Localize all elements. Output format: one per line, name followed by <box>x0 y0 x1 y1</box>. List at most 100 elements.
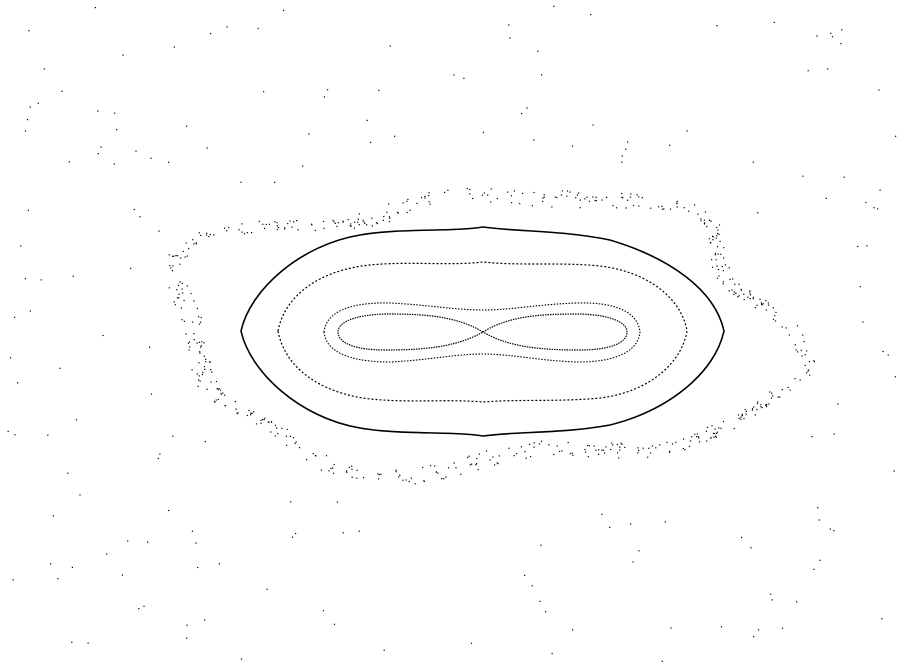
halo-dot <box>251 232 253 234</box>
halo-dot <box>803 341 805 343</box>
halo-dot <box>770 397 772 399</box>
halo-dot <box>169 265 171 267</box>
halo-dot <box>276 228 278 231</box>
halo-dot <box>649 452 652 454</box>
halo-dot <box>216 388 218 390</box>
field-dot <box>79 494 81 496</box>
halo-dot <box>572 454 574 456</box>
halo-dot <box>195 242 197 244</box>
halo-dot <box>637 447 639 449</box>
halo-dot <box>622 197 624 199</box>
halo-dot <box>201 373 203 376</box>
halo-dot <box>180 257 182 259</box>
halo-dot <box>706 426 709 428</box>
halo-dot <box>476 457 478 459</box>
halo-dot <box>235 408 237 410</box>
field-dot <box>366 119 368 121</box>
halo-dot <box>323 227 325 229</box>
halo-dot <box>754 414 756 416</box>
field-dot <box>59 367 61 369</box>
halo-dot <box>210 369 212 371</box>
field-dot <box>191 530 193 532</box>
field-dot <box>818 519 820 521</box>
halo-dot <box>789 389 791 391</box>
halo-dot <box>293 221 295 223</box>
halo-dot <box>542 200 544 202</box>
halo-dot <box>740 416 742 418</box>
halo-dot <box>193 300 195 302</box>
halo-dot <box>595 196 597 198</box>
halo-dot <box>358 213 360 215</box>
halo-dot <box>716 235 718 237</box>
halo-dot <box>178 297 180 299</box>
halo-dot <box>697 213 699 215</box>
halo-dot <box>274 221 276 223</box>
halo-dot <box>729 278 731 280</box>
halo-dot <box>429 203 431 205</box>
field-dot <box>47 434 49 436</box>
halo-dot <box>616 207 618 209</box>
halo-dot <box>350 225 352 227</box>
halo-dot <box>181 282 183 284</box>
halo-dot <box>781 389 783 391</box>
field-dot <box>895 135 897 137</box>
halo-dot <box>772 318 775 320</box>
halo-dot <box>348 466 350 469</box>
halo-dot <box>274 424 277 426</box>
halo-dot <box>478 453 480 455</box>
halo-dot <box>576 194 578 196</box>
halo-dot <box>749 292 751 294</box>
field-dot <box>173 46 175 48</box>
halo-dot <box>492 456 494 458</box>
halo-dot <box>299 447 301 449</box>
halo-dot <box>285 435 287 437</box>
halo-dot <box>529 443 531 445</box>
halo-dot <box>554 196 556 198</box>
halo-dot <box>586 196 588 198</box>
halo-dot <box>405 479 407 481</box>
halo-dot <box>522 192 524 194</box>
field-dot <box>509 37 511 39</box>
field-dot <box>186 637 188 639</box>
halo-dot <box>398 476 400 478</box>
halo-dot <box>706 225 708 228</box>
halo-dot <box>669 208 672 210</box>
field-dot <box>531 585 533 587</box>
halo-dot <box>650 207 652 209</box>
halo-dot <box>291 226 293 228</box>
halo-dot <box>800 349 802 351</box>
field-dot <box>333 623 336 625</box>
field-dot <box>551 652 553 655</box>
halo-dot <box>752 298 754 300</box>
halo-dot <box>703 219 705 221</box>
field-dot <box>358 530 360 532</box>
halo-dot <box>717 232 719 235</box>
field-dot <box>816 35 818 37</box>
halo-dot <box>760 406 762 408</box>
halo-dot <box>588 445 590 447</box>
halo-dot <box>187 342 189 344</box>
field-dot <box>9 357 12 359</box>
halo-dot <box>423 480 425 482</box>
halo-dot <box>198 341 200 343</box>
halo-dot <box>424 197 426 199</box>
halo-dot <box>703 223 705 225</box>
field-dot <box>150 393 153 395</box>
field-dot <box>887 354 889 356</box>
halo-dot <box>371 217 373 219</box>
halo-dot <box>388 221 390 223</box>
halo-dot <box>751 408 754 410</box>
halo-dot <box>336 225 338 228</box>
halo-dot <box>217 388 219 391</box>
halo-dot <box>747 296 749 298</box>
field-dot <box>302 165 304 167</box>
field-dot <box>172 435 174 437</box>
field-dot <box>741 536 743 539</box>
halo-dot <box>395 469 397 471</box>
middle-dotted-orbit <box>277 261 688 403</box>
halo-dot <box>173 301 175 303</box>
field-dot <box>453 74 455 76</box>
halo-dot <box>722 283 724 285</box>
field-dot <box>541 74 543 76</box>
halo-dot <box>751 409 753 411</box>
